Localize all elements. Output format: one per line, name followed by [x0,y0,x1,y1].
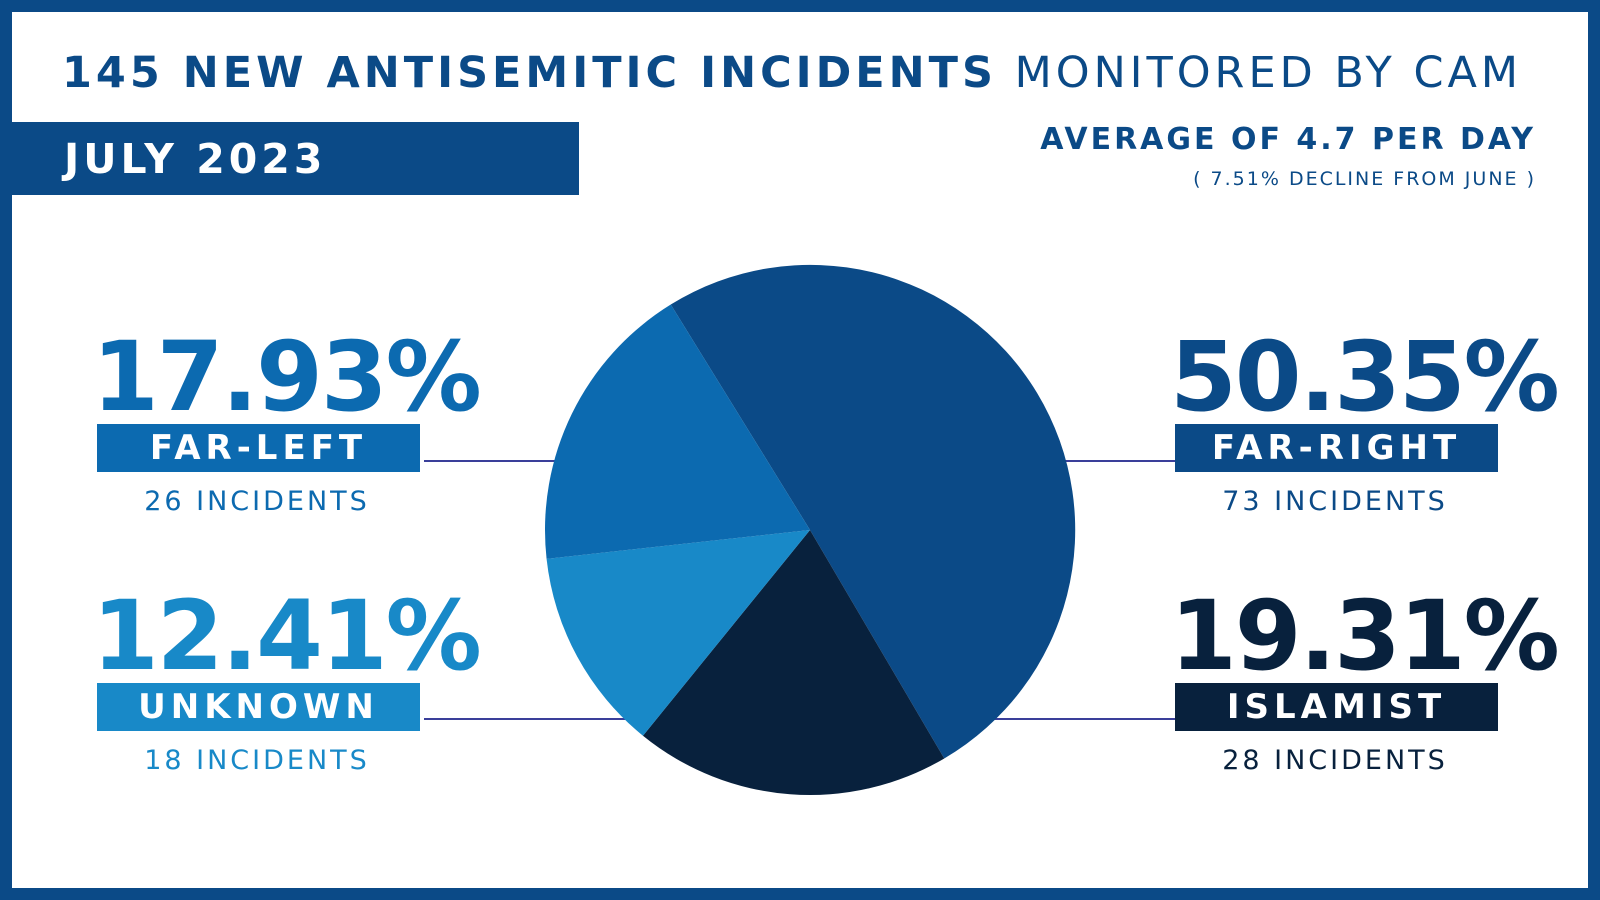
far-left-percent: 17.93% [92,321,482,433]
far-left-count: 26 INCIDENTS [144,486,370,517]
connector-lines [424,460,1176,720]
pie-slice-far-right [670,264,1076,759]
unknown-count: 18 INCIDENTS [144,745,370,776]
unknown-label: UNKNOWN [97,683,420,731]
far-right-percent: 50.35% [1170,321,1560,433]
pie-slice-unknown [546,530,810,736]
far-left-label: FAR-LEFT [97,424,420,472]
pie-slices [544,264,1076,795]
period-banner: JULY 2023 [12,122,579,195]
average-note: ( 7.51% DECLINE FROM JUNE ) [1193,168,1536,190]
far-right-label: FAR-RIGHT [1175,424,1498,472]
islamist-label: ISLAMIST [1175,683,1498,731]
period-label: JULY 2023 [64,135,327,183]
title-bold: 145 NEW ANTISEMITIC INCIDENTS [62,48,997,98]
far-right-count: 73 INCIDENTS [1222,486,1448,517]
islamist-percent: 19.31% [1170,580,1560,692]
pie-slice-islamist [642,530,945,795]
page-title: 145 NEW ANTISEMITIC INCIDENTS MONITORED … [62,48,1522,98]
pie-slice-far-left [544,304,810,559]
average-headline: AVERAGE OF 4.7 PER DAY [1040,122,1536,157]
title-light: MONITORED BY CAM [1014,48,1523,98]
unknown-percent: 12.41% [92,580,482,692]
islamist-count: 28 INCIDENTS [1222,745,1448,776]
